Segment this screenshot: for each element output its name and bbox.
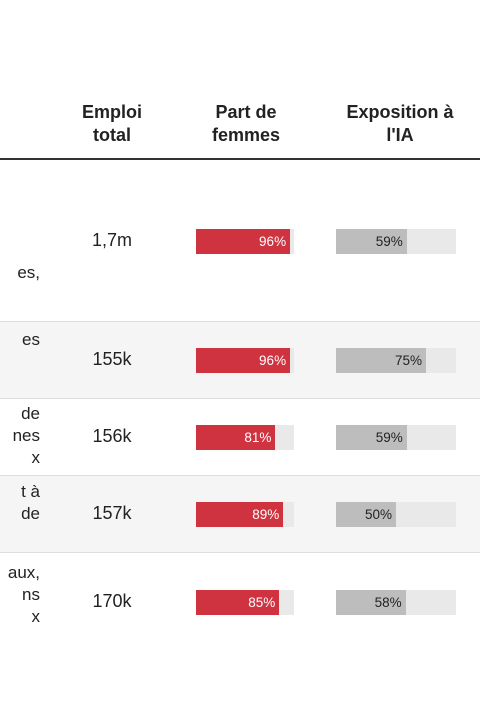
exposition-ia-track: 58% — [336, 590, 456, 615]
emploi-value: 157k — [92, 503, 132, 523]
part-femmes-track: 85% — [196, 590, 294, 615]
part-femmes-label: 89% — [252, 507, 280, 522]
part-femmes-label: 96% — [259, 234, 287, 249]
occupation-label: de nes x — [12, 404, 40, 467]
part-femmes-bar — [196, 425, 276, 450]
exposition-ia-track: 75% — [336, 348, 456, 373]
part-femmes-track: 89% — [196, 502, 294, 527]
exposition-ia-track: 59% — [336, 425, 456, 450]
exposition-ia-bar — [336, 502, 396, 527]
occupation-label: aux, ns x — [7, 563, 40, 626]
part-femmes-track: 96% — [196, 348, 294, 373]
exposition-ia-bar — [336, 229, 407, 254]
row-separator — [0, 321, 480, 322]
exposition-ia-label: 50% — [364, 507, 392, 522]
emploi-value: 155k — [92, 349, 132, 369]
row-separator — [0, 475, 480, 476]
part-femmes-label: 96% — [259, 353, 287, 368]
row-separator — [0, 398, 480, 399]
exposition-ia-label: 59% — [375, 430, 403, 445]
emploi-value: 1,7m — [91, 230, 133, 250]
header-exposition-ia: Exposition à l'IA — [346, 102, 454, 145]
exposition-ia-label: 59% — [375, 234, 403, 249]
header-part-de-femmes: Part de femmes — [211, 102, 281, 145]
part-femmes-bar — [196, 348, 291, 373]
occupation-label: es, — [17, 263, 40, 282]
row-separator — [0, 552, 480, 553]
occupation-label: t à de — [21, 482, 40, 523]
part-femmes-bar — [196, 229, 291, 254]
exposition-ia-bar — [336, 348, 426, 373]
part-femmes-label: 85% — [248, 595, 276, 610]
part-femmes-track: 81% — [196, 425, 294, 450]
exposition-ia-bar — [336, 590, 406, 615]
header-emploi-total: Emploi total — [81, 102, 142, 145]
exposition-ia-track: 50% — [336, 502, 456, 527]
emploi-value: 170k — [92, 591, 132, 611]
part-femmes-track: 96% — [196, 229, 294, 254]
exposition-ia-bar — [336, 425, 407, 450]
exposition-ia-label: 58% — [374, 595, 402, 610]
exposition-ia-label: 75% — [394, 353, 422, 368]
exposition-ia-track: 59% — [336, 229, 456, 254]
header-rule — [0, 158, 480, 160]
part-femmes-label: 81% — [244, 430, 272, 445]
emploi-value: 156k — [92, 426, 132, 446]
part-femmes-bar — [196, 590, 280, 615]
part-femmes-bar — [196, 502, 284, 527]
occupation-label: es — [22, 330, 40, 349]
